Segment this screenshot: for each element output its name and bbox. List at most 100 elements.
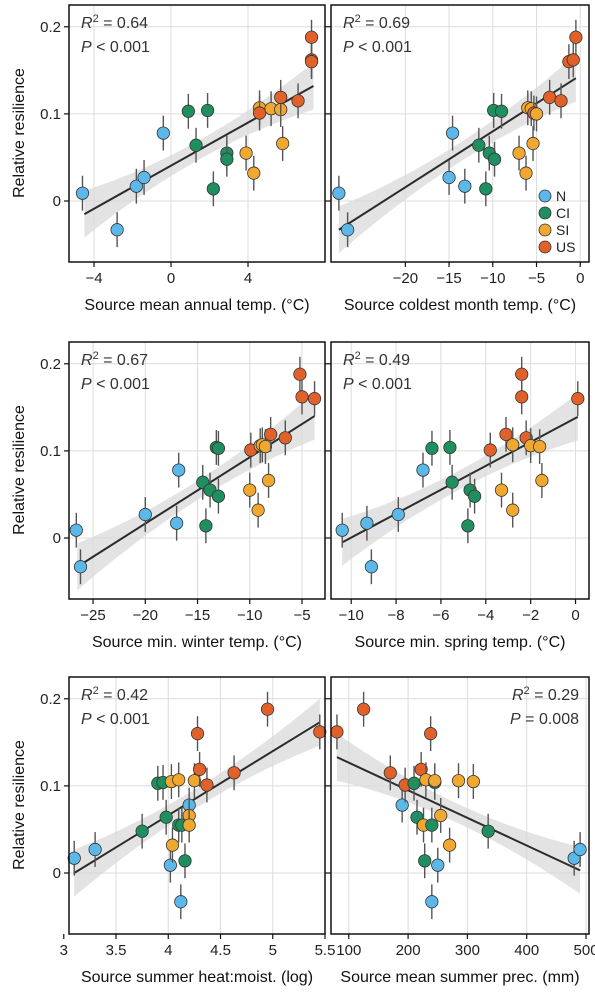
x-axis-label: Source min. winter temp. (°C) bbox=[92, 634, 302, 651]
x-tick-label: 5.5 bbox=[315, 942, 336, 959]
data-point bbox=[467, 489, 482, 503]
y-axis-label: Relative resilience bbox=[11, 740, 28, 870]
data-point bbox=[391, 507, 405, 522]
data-point bbox=[172, 463, 186, 477]
data-point bbox=[466, 774, 480, 789]
panel-4: −10 −8 −6 −4 −2 0 Source min. spring temp. (°C… bbox=[325, 341, 590, 651]
data-point bbox=[200, 778, 214, 792]
x-tick-label: −10 bbox=[480, 270, 505, 287]
data-point bbox=[483, 443, 497, 457]
data-point bbox=[472, 138, 486, 152]
data-point bbox=[364, 560, 378, 574]
data-point bbox=[360, 516, 374, 530]
plot-frame bbox=[68, 676, 326, 935]
data-point bbox=[129, 179, 143, 193]
data-point bbox=[341, 223, 355, 237]
data-points bbox=[332, 19, 583, 248]
data-point bbox=[138, 507, 152, 522]
data-point bbox=[261, 473, 276, 488]
data-points bbox=[69, 356, 322, 585]
data-point bbox=[515, 367, 529, 381]
data-point bbox=[67, 851, 81, 865]
x-tick-label: −10 bbox=[237, 607, 262, 624]
data-point bbox=[206, 182, 220, 196]
data-point bbox=[506, 438, 520, 452]
data-point bbox=[88, 842, 102, 857]
data-point bbox=[156, 126, 170, 140]
data-point bbox=[512, 146, 526, 160]
data-point bbox=[506, 503, 520, 517]
y-tick-label: 0 bbox=[53, 193, 61, 210]
x-tick-label: −2 bbox=[522, 607, 539, 624]
fit-line bbox=[336, 756, 581, 872]
x-axis-label: Source mean summer prec. (mm) bbox=[340, 969, 579, 986]
data-point bbox=[418, 854, 432, 868]
data-point bbox=[425, 441, 439, 455]
p-value-label: P < 0.001 bbox=[343, 39, 412, 56]
data-point bbox=[274, 90, 288, 104]
plot-frame bbox=[330, 676, 590, 935]
data-point bbox=[515, 390, 529, 404]
data-point bbox=[220, 152, 234, 166]
y-axis-label: Relative resilience bbox=[11, 405, 28, 535]
y-axis-label: Relative resilience bbox=[11, 68, 28, 198]
data-points bbox=[335, 356, 585, 585]
data-point bbox=[424, 727, 438, 741]
x-tick-label: 200 bbox=[396, 942, 421, 959]
legend-label: US bbox=[556, 239, 575, 255]
data-point bbox=[566, 53, 580, 67]
data-point bbox=[304, 55, 319, 69]
fit-line bbox=[73, 721, 321, 874]
data-point bbox=[69, 523, 83, 537]
data-point bbox=[172, 773, 186, 787]
data-point bbox=[251, 503, 265, 517]
data-points bbox=[67, 691, 327, 920]
data-point bbox=[494, 104, 509, 118]
data-point bbox=[170, 516, 184, 530]
p-value-label: P < 0.001 bbox=[343, 376, 412, 393]
fit-line bbox=[76, 415, 316, 568]
plot-frame bbox=[68, 4, 326, 263]
data-point bbox=[571, 392, 585, 406]
data-point bbox=[519, 166, 533, 180]
data-point bbox=[425, 895, 439, 909]
data-point bbox=[73, 560, 88, 574]
data-point bbox=[187, 774, 201, 788]
data-point bbox=[200, 103, 215, 118]
data-point bbox=[243, 483, 257, 497]
x-axis-label: Source summer heat:moist. (log) bbox=[81, 969, 313, 986]
data-point bbox=[189, 138, 203, 152]
data-point bbox=[110, 223, 124, 237]
x-tick-label: 300 bbox=[455, 942, 480, 959]
data-point bbox=[276, 136, 290, 151]
data-point bbox=[442, 170, 456, 185]
data-point bbox=[535, 473, 549, 488]
data-point bbox=[332, 186, 346, 200]
data-point bbox=[247, 166, 261, 180]
data-point bbox=[335, 523, 349, 537]
data-point bbox=[416, 463, 430, 477]
data-point bbox=[451, 774, 466, 788]
data-point bbox=[291, 94, 305, 108]
x-tick-label: 100 bbox=[336, 942, 361, 959]
x-tick-label: −10 bbox=[338, 607, 363, 624]
data-point bbox=[211, 489, 226, 503]
data-point bbox=[159, 810, 173, 824]
data-point bbox=[445, 475, 459, 489]
panel-3: −25 −20 −15 −10 −5 0 0.1 0.2 Source min. winter … bbox=[11, 341, 326, 651]
x-tick-label: −6 bbox=[432, 607, 449, 624]
data-point bbox=[278, 431, 292, 445]
data-points bbox=[75, 19, 319, 248]
y-tick-label: 0.1 bbox=[40, 106, 61, 123]
x-tick-label: −5 bbox=[293, 607, 310, 624]
data-point bbox=[252, 106, 267, 120]
x-tick-label: 4 bbox=[244, 270, 252, 287]
x-tick-label: 3 bbox=[60, 942, 68, 959]
data-point bbox=[543, 90, 557, 104]
panel-1: −4 0 4 0 0.1 0.2 Source mean annual temp. (°C)… bbox=[11, 4, 326, 314]
data-point bbox=[211, 441, 226, 455]
r-squared-label: R2 = 0.67 bbox=[81, 350, 148, 369]
y-tick-label: 0.2 bbox=[40, 356, 61, 373]
